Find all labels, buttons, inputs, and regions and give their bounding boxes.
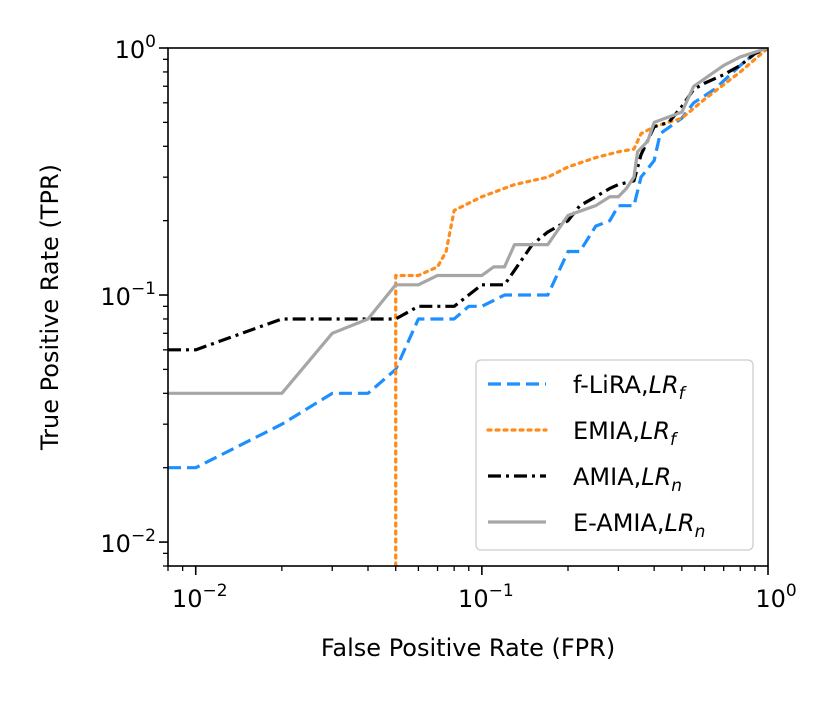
- y-tick-label: 10−2: [100, 526, 156, 558]
- plot-frame: [167, 47, 769, 567]
- y-tick-label: 10−1: [100, 279, 156, 311]
- legend: f-LiRA,LRf EMIA,LRf AMIA,LRn E-AMIA,LRn: [475, 359, 754, 551]
- legend-box: [475, 359, 754, 551]
- legend-label: E-AMIA,LRn: [573, 509, 705, 542]
- series-layer: [168, 48, 768, 566]
- series-line-eamia: [168, 48, 768, 395]
- x-tick-label: 10−1: [458, 581, 514, 613]
- series-line-amia: [168, 48, 768, 352]
- legend-label: f-LiRA,LRf: [573, 371, 688, 404]
- x-tick-label: 100: [755, 581, 796, 613]
- legend-label: AMIA,LRn: [573, 463, 682, 496]
- ticks-layer: 10−2 10−1 100 10−2 10−1 100: [100, 32, 796, 613]
- x-axis-label: False Positive Rate (FPR): [321, 634, 615, 662]
- x-tick-label: 10−2: [172, 581, 228, 613]
- series-line-emia: [394, 48, 768, 566]
- legend-label: EMIA,LRf: [573, 417, 679, 450]
- y-tick-label: 100: [115, 32, 156, 64]
- series-line-flira: [168, 48, 768, 470]
- y-axis-label: True Positive Rate (TPR): [36, 164, 64, 451]
